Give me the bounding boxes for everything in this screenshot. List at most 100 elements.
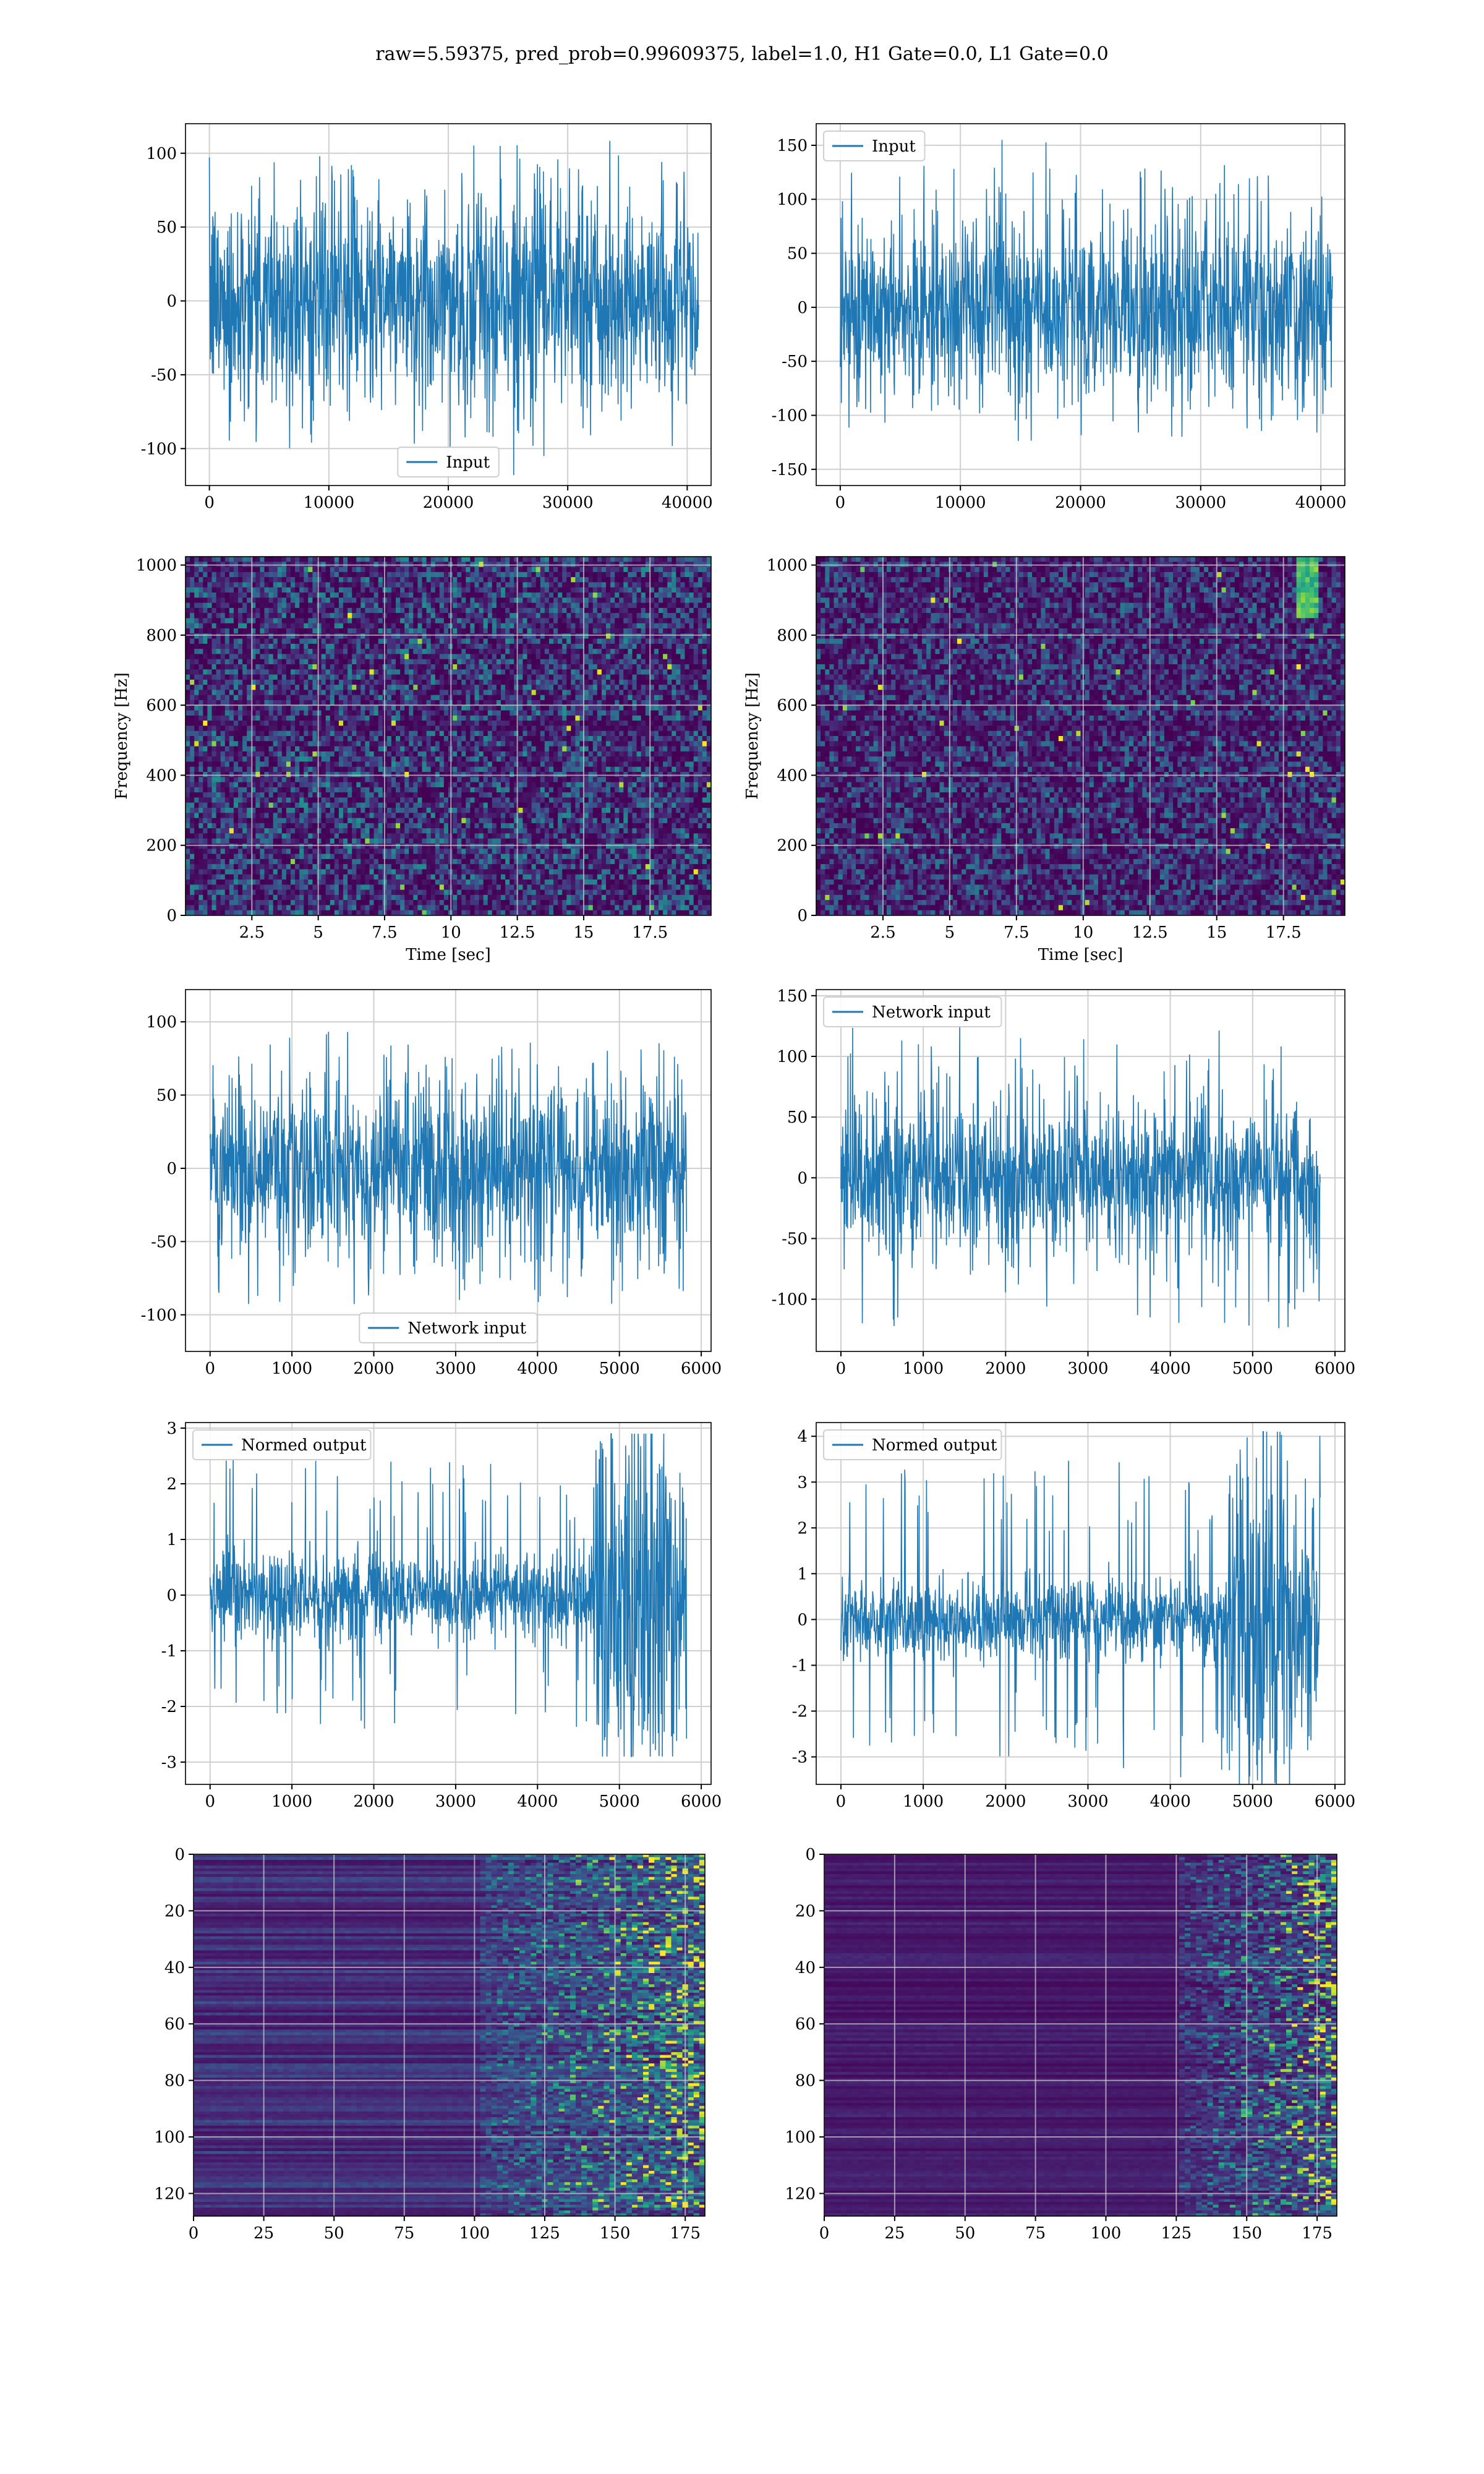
heatmap-cell bbox=[641, 700, 646, 706]
heatmap-cell bbox=[207, 674, 213, 680]
heatmap-cell bbox=[501, 730, 506, 737]
heatmap-cell bbox=[430, 751, 436, 757]
heatmap-cell bbox=[592, 664, 598, 670]
heatmap-cell bbox=[474, 628, 480, 634]
heatmap-cell bbox=[203, 659, 208, 665]
heatmap-cell bbox=[684, 700, 690, 706]
heatmap-cell bbox=[527, 669, 532, 675]
heatmap-cell bbox=[281, 736, 287, 742]
heatmap-cell bbox=[579, 557, 585, 562]
heatmap-cell bbox=[501, 679, 506, 685]
heatmap-cell bbox=[615, 710, 620, 716]
heatmap-cell bbox=[606, 700, 611, 706]
heatmap-cell bbox=[233, 721, 239, 726]
heatmap-cell bbox=[343, 669, 348, 675]
heatmap-cell bbox=[264, 674, 270, 680]
heatmap-cell bbox=[308, 705, 313, 711]
heatmap-cell bbox=[400, 746, 405, 752]
heatmap-cell bbox=[360, 730, 365, 737]
heatmap-cell bbox=[575, 577, 581, 583]
heatmap-cell bbox=[680, 587, 686, 593]
heatmap-cell bbox=[343, 674, 348, 680]
heatmap-cell bbox=[312, 756, 318, 762]
heatmap-cell bbox=[343, 567, 348, 573]
heatmap-cell bbox=[356, 567, 361, 573]
heatmap-cell bbox=[588, 659, 594, 665]
heatmap-cell bbox=[286, 638, 291, 644]
heatmap-cell bbox=[566, 741, 571, 747]
heatmap-cell bbox=[198, 571, 203, 578]
heatmap-cell bbox=[479, 669, 484, 675]
heatmap-cell bbox=[356, 607, 361, 614]
heatmap-cell bbox=[400, 607, 405, 614]
heatmap-cell bbox=[334, 746, 339, 752]
heatmap-cell bbox=[540, 710, 545, 716]
heatmap-cell bbox=[264, 664, 270, 670]
heatmap-cell bbox=[255, 690, 260, 696]
heatmap-cell bbox=[676, 695, 681, 701]
heatmap-cell bbox=[531, 679, 537, 685]
heatmap-cell bbox=[544, 571, 550, 578]
heatmap-cell bbox=[553, 633, 558, 640]
heatmap-cell bbox=[453, 746, 458, 752]
y-tick-label: 100 bbox=[146, 145, 177, 163]
heatmap-cell bbox=[400, 613, 405, 618]
heatmap-cell bbox=[527, 695, 532, 701]
heatmap-cell bbox=[548, 654, 554, 660]
heatmap-cell bbox=[522, 618, 528, 624]
heatmap-cell bbox=[386, 726, 392, 732]
heatmap-cell bbox=[194, 567, 199, 573]
heatmap-cell bbox=[505, 659, 510, 665]
heatmap-cell bbox=[649, 690, 655, 696]
heatmap-cell bbox=[479, 577, 484, 583]
heatmap-cell bbox=[615, 602, 620, 609]
heatmap-cell bbox=[242, 607, 247, 614]
heatmap-cell bbox=[330, 582, 335, 588]
heatmap-cell bbox=[575, 557, 581, 562]
heatmap-cell bbox=[457, 613, 462, 618]
heatmap-cell bbox=[264, 730, 270, 737]
heatmap-cell bbox=[571, 597, 576, 604]
heatmap-cell bbox=[312, 741, 318, 747]
heatmap-cell bbox=[413, 736, 418, 742]
heatmap-cell bbox=[474, 669, 480, 675]
heatmap-cell bbox=[348, 756, 352, 762]
heatmap-cell bbox=[487, 587, 493, 593]
heatmap-cell bbox=[453, 741, 458, 747]
heatmap-cell bbox=[242, 715, 247, 721]
heatmap-cell bbox=[373, 618, 379, 624]
heatmap-cell bbox=[575, 613, 581, 618]
heatmap-cell bbox=[562, 705, 567, 711]
heatmap-cell bbox=[378, 623, 383, 629]
heatmap-cell bbox=[510, 721, 514, 726]
heatmap-cell bbox=[277, 726, 283, 732]
heatmap-cell bbox=[330, 715, 335, 721]
heatmap-cell bbox=[413, 618, 418, 624]
heatmap-cell bbox=[474, 695, 480, 701]
heatmap-cell bbox=[562, 690, 567, 696]
heatmap-cell bbox=[417, 700, 423, 706]
heatmap-cell bbox=[317, 623, 322, 629]
heatmap-cell bbox=[645, 623, 650, 629]
heatmap-cell bbox=[645, 597, 650, 604]
heatmap-cell bbox=[400, 623, 405, 629]
heatmap-cell bbox=[659, 623, 663, 629]
heatmap-cell bbox=[295, 567, 300, 573]
heatmap-cell bbox=[373, 597, 379, 604]
heatmap-cell bbox=[251, 685, 256, 690]
heatmap-cell bbox=[443, 597, 449, 604]
heatmap-cell bbox=[216, 746, 221, 752]
heatmap-cell bbox=[242, 597, 247, 604]
heatmap-cell bbox=[531, 746, 537, 752]
heatmap-cell bbox=[216, 715, 221, 721]
heatmap-cell bbox=[474, 700, 480, 706]
heatmap-cell bbox=[325, 715, 331, 721]
heatmap-cell bbox=[439, 633, 445, 640]
heatmap-cell bbox=[548, 669, 554, 675]
heatmap-cell bbox=[615, 679, 620, 685]
heatmap-cell bbox=[264, 736, 270, 742]
heatmap-cell bbox=[321, 659, 326, 665]
heatmap-cell bbox=[435, 715, 440, 721]
heatmap-cell bbox=[426, 761, 432, 768]
heatmap-cell bbox=[483, 607, 488, 614]
